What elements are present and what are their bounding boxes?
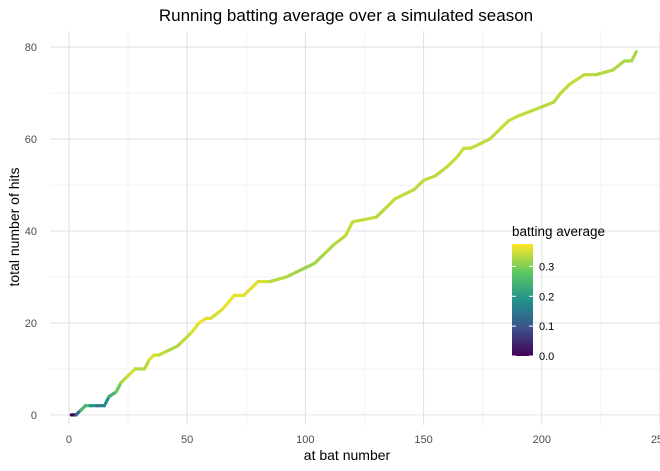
series-line-segment: [568, 73, 586, 86]
series-line-segment: [313, 252, 326, 265]
y-tick-label: 60: [25, 134, 37, 146]
x-tick-label: 250: [651, 434, 660, 446]
series-line-segment: [469, 142, 482, 150]
x-tick-label: 0: [66, 434, 72, 446]
legend-tick-label: 0.1: [539, 321, 554, 333]
series-line-segment: [351, 215, 378, 224]
series-line-segment: [507, 114, 520, 123]
series-line-segment: [332, 233, 348, 247]
series-line-segment: [268, 275, 289, 284]
series-line-segment: [528, 105, 544, 114]
series-line-segment: [180, 330, 194, 343]
x-tick-label: 100: [296, 434, 314, 446]
series-line-segment: [445, 155, 459, 169]
y-axis-tick-labels: 0 20 40 60 80: [25, 42, 37, 422]
series-line-segment: [478, 137, 492, 146]
series-line-segment: [284, 270, 298, 279]
series-line-segment: [294, 266, 307, 274]
legend-title: batting average: [512, 224, 605, 239]
series-line-segment: [540, 100, 556, 109]
major-gridlines: [50, 31, 660, 425]
series-line-segment: [303, 261, 317, 270]
y-tick-label: 40: [25, 226, 37, 238]
series-line-segment: [166, 344, 180, 353]
series-line-segment: [114, 381, 123, 394]
series-line-segment: [102, 394, 111, 408]
series-line-segment: [403, 188, 416, 196]
series-line-segment: [343, 220, 355, 238]
legend-tick-label: 0.2: [539, 291, 554, 303]
y-tick-label: 80: [25, 42, 37, 54]
series-line-segment: [594, 68, 615, 77]
series-line-segment: [488, 128, 501, 141]
series-line-segment: [190, 321, 201, 334]
series-line-segment: [611, 59, 627, 72]
series-line-segment: [559, 82, 572, 95]
legend-ticks: 0.0 0.1 0.2 0.3: [512, 261, 554, 363]
series-line-segment: [157, 348, 170, 357]
x-axis-title: at bat number: [304, 447, 391, 463]
legend-tick-label: 0.3: [539, 261, 554, 273]
legend-tick-label: 0.0: [539, 351, 554, 363]
chart-title: Running batting average over a simulated…: [159, 6, 533, 25]
y-tick-label: 0: [31, 410, 37, 422]
series-line-segment: [220, 293, 237, 311]
series-line-hits: [69, 50, 638, 417]
series-line-segment: [322, 243, 336, 256]
x-axis-tick-labels: 0 50 100 150 200 250: [66, 434, 660, 446]
x-tick-label: 150: [414, 434, 432, 446]
series-line-segment: [374, 206, 388, 219]
y-axis-title: total number of hits: [6, 167, 22, 286]
series-line-segment: [455, 146, 466, 160]
series-line-segment: [421, 174, 437, 183]
series-line-segment: [412, 178, 426, 192]
series-line-segment: [497, 119, 511, 132]
x-tick-label: 50: [181, 434, 193, 446]
series-line-segment: [384, 197, 397, 210]
color-legend: batting average 0.0 0.1 0.2 0.3: [512, 224, 605, 363]
series-line-segment: [433, 165, 449, 178]
y-tick-label: 20: [25, 318, 37, 330]
series-line-segment: [630, 50, 638, 63]
minor-gridlines: [50, 31, 660, 425]
series-line-segment: [142, 358, 151, 371]
series-line-segment: [209, 307, 225, 320]
series-line-segment: [552, 91, 563, 104]
legend-colorbar: [512, 244, 533, 356]
series-line-segment: [393, 192, 407, 201]
series-line-segment: [242, 279, 260, 297]
series-line-segment: [516, 109, 532, 118]
x-tick-label: 200: [533, 434, 551, 446]
